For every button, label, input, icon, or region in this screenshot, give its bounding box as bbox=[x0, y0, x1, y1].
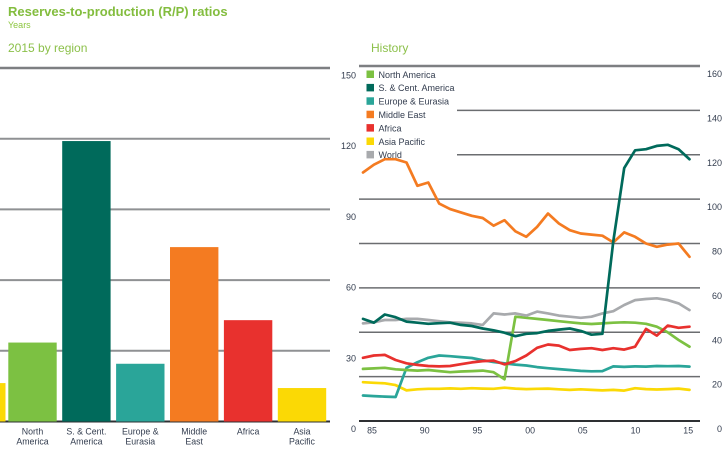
bar-category-label: North bbox=[22, 427, 44, 437]
legend-swatch-asia-pacific bbox=[366, 137, 374, 145]
bar-category-label: Middle bbox=[181, 427, 207, 437]
line-x-tick-label: 85 bbox=[367, 426, 377, 436]
line-chart-title: History bbox=[371, 41, 409, 55]
bar-europe-eurasia bbox=[116, 363, 165, 422]
bar-category-label: Asia bbox=[293, 427, 310, 437]
line-x-tick-label: 95 bbox=[473, 426, 483, 436]
bar-y-tick-label: 150 bbox=[341, 71, 356, 81]
line-x-tick-label: 00 bbox=[525, 426, 535, 436]
series-line-north-america bbox=[361, 315, 691, 381]
bar-category-label: Pacific bbox=[289, 436, 316, 446]
bar-africa bbox=[223, 320, 273, 422]
line-y-tick-label: 120 bbox=[707, 158, 722, 168]
bar-category-label: East bbox=[185, 436, 203, 446]
bar-asia-pacific bbox=[277, 388, 327, 422]
legend-swatch-world bbox=[366, 150, 374, 159]
legend-swatch-europe-eurasia bbox=[366, 97, 374, 105]
line-y-tick-label: 100 bbox=[707, 202, 722, 212]
line-x-tick-label: 10 bbox=[631, 426, 641, 436]
bar-middle-east bbox=[170, 247, 219, 422]
line-y-tick-label: 140 bbox=[707, 113, 722, 123]
series-line-world bbox=[361, 296, 691, 327]
page-title: Reserves-to-production (R/P) ratios bbox=[8, 4, 228, 19]
bar-category-label: America bbox=[16, 436, 48, 446]
bar-y-tick-label: 90 bbox=[346, 212, 356, 222]
line-y-tick-label: 20 bbox=[712, 380, 722, 390]
bar-y-tick-label: 30 bbox=[346, 353, 356, 363]
series-line-europe-eurasia bbox=[361, 354, 691, 399]
bar-north-america bbox=[8, 342, 57, 422]
bar-chart-title: 2015 by region bbox=[8, 41, 88, 55]
series-line-middle-east bbox=[361, 157, 691, 259]
bar-y-tick-label: 60 bbox=[346, 283, 356, 293]
legend-label: North America bbox=[379, 70, 436, 80]
bar-category-label: S. & Cent. bbox=[66, 427, 106, 437]
line-y-tick-label: 0 bbox=[717, 424, 722, 434]
bar-y-tick-label: 0 bbox=[351, 424, 356, 434]
legend-swatch-middle-east bbox=[366, 110, 374, 119]
legend-swatch-s-cent-america bbox=[366, 83, 374, 92]
line-y-tick-label: 40 bbox=[712, 335, 722, 345]
line-y-tick-label: 80 bbox=[712, 247, 722, 257]
bar-s-cent-america bbox=[62, 141, 111, 422]
legend-swatch-africa bbox=[366, 124, 374, 132]
cropped-adjacent-bar bbox=[0, 383, 6, 422]
bar-category-label: Africa bbox=[237, 427, 260, 437]
legend-label: Europe & Eurasia bbox=[379, 97, 450, 107]
series-line-asia-pacific bbox=[361, 380, 691, 392]
legend-swatch-north-america bbox=[366, 70, 374, 78]
series-line-africa bbox=[361, 324, 691, 368]
series-line-s-cent-america bbox=[361, 143, 691, 338]
legend-label: World bbox=[379, 150, 402, 160]
legend-label: Africa bbox=[379, 123, 402, 133]
legend-label: Middle East bbox=[379, 110, 427, 120]
legend-label: Asia Pacific bbox=[379, 137, 426, 147]
page-subtitle: Years bbox=[8, 20, 31, 30]
bar-y-tick-label: 120 bbox=[341, 141, 356, 151]
legend-label: S. & Cent. America bbox=[379, 83, 455, 93]
bar-category-label: Europe & bbox=[122, 427, 159, 437]
bar-category-label: America bbox=[70, 436, 102, 446]
bar-category-label: Eurasia bbox=[125, 436, 155, 446]
line-y-tick-label: 160 bbox=[707, 69, 722, 79]
line-x-tick-label: 15 bbox=[683, 426, 693, 436]
line-x-tick-label: 90 bbox=[420, 426, 430, 436]
line-y-tick-label: 60 bbox=[712, 291, 722, 301]
line-x-tick-label: 05 bbox=[578, 426, 588, 436]
